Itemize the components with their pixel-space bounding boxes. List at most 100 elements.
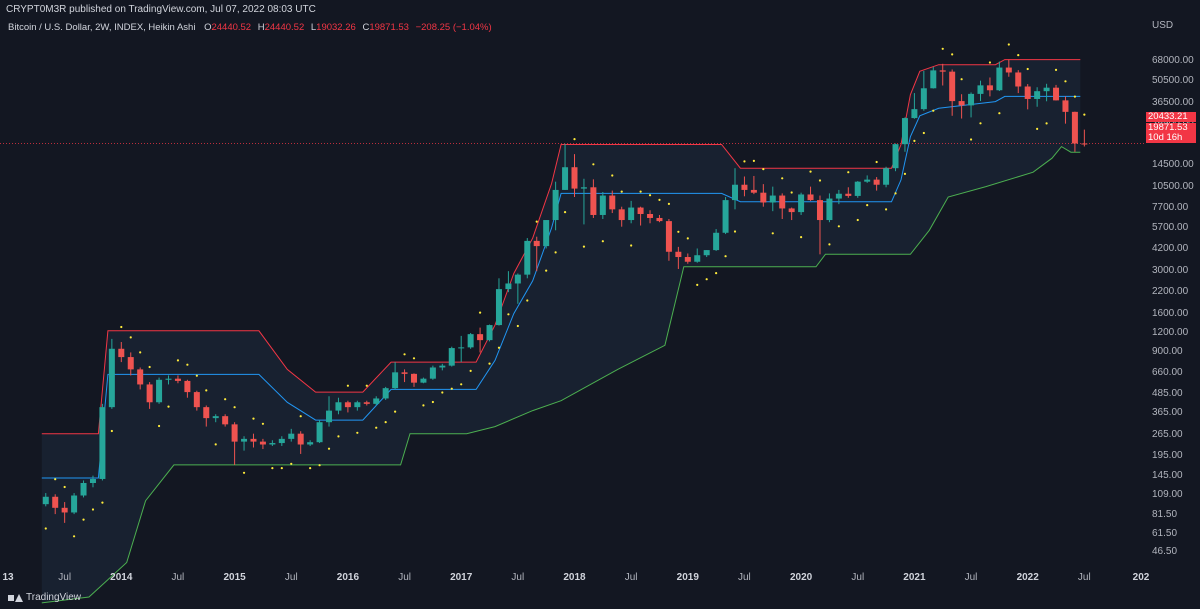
- candle: [873, 177, 880, 191]
- candle-body: [1071, 111, 1078, 144]
- candle-body: [477, 334, 484, 341]
- low-value: 19032.26: [316, 22, 356, 33]
- candle-body: [543, 220, 550, 247]
- sar-dot: [686, 237, 689, 240]
- candle: [354, 400, 361, 411]
- candle-body: [618, 209, 625, 221]
- sar-dot: [875, 160, 878, 164]
- candle: [732, 168, 739, 210]
- candle: [193, 390, 200, 411]
- candle: [1015, 70, 1022, 94]
- candle: [401, 369, 408, 383]
- candle-body: [1024, 86, 1031, 99]
- candle-body: [137, 369, 144, 385]
- low-label: L: [310, 22, 317, 33]
- time-tick-label: Jul: [58, 572, 72, 583]
- candle-body: [108, 348, 115, 408]
- candle: [543, 220, 550, 249]
- candle-body: [656, 217, 663, 222]
- candle: [316, 420, 323, 444]
- candle-body: [61, 507, 68, 513]
- candle-body: [760, 192, 767, 203]
- candle-body: [996, 67, 1003, 91]
- candle: [628, 200, 635, 224]
- sar-dot: [431, 400, 434, 404]
- candle: [212, 414, 219, 423]
- price-tick-label: 14500.00: [1152, 158, 1194, 170]
- sar-dot: [214, 443, 217, 446]
- price-tick-label: 365.00: [1152, 407, 1183, 419]
- candle-body: [335, 402, 342, 411]
- price-tick-label: 265.00: [1152, 428, 1183, 440]
- candle: [127, 352, 134, 376]
- candle: [71, 493, 78, 515]
- sar-dot: [932, 109, 935, 112]
- candle-body: [241, 438, 248, 442]
- candle: [80, 480, 87, 498]
- candle-body: [939, 70, 946, 72]
- candle: [241, 436, 248, 451]
- sar-dot: [44, 527, 47, 530]
- candle: [486, 324, 493, 342]
- candle: [373, 396, 380, 406]
- upper-band-line: [41, 59, 1081, 435]
- candle-body: [99, 407, 106, 479]
- candle-body: [1081, 143, 1088, 145]
- candle-body: [156, 379, 163, 403]
- close-value: 19871.53: [369, 22, 409, 33]
- symbol-title[interactable]: Bitcoin / U.S. Dollar, 2W, INDEX, Heikin…: [8, 22, 196, 33]
- candle: [335, 397, 342, 415]
- time-tick-label: 2017: [450, 572, 473, 583]
- candle-body: [80, 482, 87, 496]
- time-tick-label: 13: [2, 572, 14, 583]
- candle: [1043, 83, 1050, 102]
- candle-body: [1062, 100, 1069, 112]
- candle-body: [835, 193, 842, 199]
- open-value: 24440.52: [211, 22, 252, 33]
- candle-body: [429, 367, 436, 379]
- candle: [958, 94, 965, 119]
- candle: [798, 192, 805, 215]
- sar-dot: [412, 357, 416, 360]
- sar-dot: [582, 245, 586, 248]
- candle: [363, 400, 370, 406]
- candle: [750, 175, 757, 195]
- candle-body: [458, 347, 465, 349]
- sar-dot: [365, 384, 368, 387]
- candle: [533, 236, 540, 272]
- sar-dot: [762, 168, 765, 171]
- candle: [1071, 111, 1078, 152]
- sar-dot: [205, 389, 208, 392]
- candle-body: [382, 388, 389, 399]
- candle-body: [1005, 67, 1012, 73]
- sar-dot: [903, 172, 907, 175]
- sar-dot: [894, 192, 897, 195]
- candle: [467, 333, 474, 349]
- currency-label: USD: [1152, 20, 1174, 31]
- candle-body: [854, 181, 861, 196]
- price-tick-label: 1200.00: [1152, 327, 1189, 338]
- tradingview-logo-icon: [8, 593, 23, 603]
- sar-dot: [101, 501, 104, 504]
- sar-dot: [72, 535, 76, 538]
- candle-body: [410, 373, 417, 383]
- candle-body: [288, 433, 295, 439]
- candle: [807, 186, 814, 201]
- footer-brand[interactable]: TradingView: [26, 592, 82, 603]
- time-tick-label: 2021: [903, 572, 926, 583]
- candle-body: [930, 70, 937, 89]
- sar-dot: [252, 417, 255, 420]
- sar-dot: [157, 424, 161, 428]
- candle: [580, 178, 587, 225]
- candle: [42, 493, 49, 507]
- candle-body: [1053, 87, 1060, 101]
- price-tick-label: 195.00: [1152, 449, 1183, 461]
- candle: [307, 440, 314, 446]
- price-tick-label: 68000.00: [1152, 54, 1194, 66]
- sar-dot: [299, 415, 302, 418]
- candle: [99, 403, 106, 481]
- time-tick-label: 2020: [789, 572, 813, 583]
- sar-dot: [450, 387, 453, 390]
